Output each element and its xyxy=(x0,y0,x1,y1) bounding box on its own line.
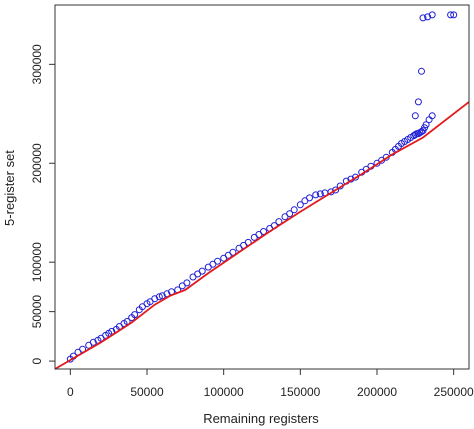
data-point xyxy=(414,98,422,106)
data-point xyxy=(296,201,304,209)
data-point xyxy=(332,186,340,194)
x-tick-label: 0 xyxy=(67,385,74,399)
x-tick-label: 100000 xyxy=(204,385,244,399)
y-tick-label: 100000 xyxy=(30,242,44,282)
data-point xyxy=(447,11,455,19)
data-point xyxy=(419,14,427,22)
fit-line xyxy=(54,101,470,370)
data-point xyxy=(425,116,433,124)
data-point xyxy=(418,67,425,75)
data-point xyxy=(229,248,237,256)
data-point xyxy=(131,311,139,319)
data-point xyxy=(155,293,163,301)
data-point xyxy=(312,191,320,199)
x-tick-label: 150000 xyxy=(280,385,320,399)
y-tick-label: 300000 xyxy=(30,44,44,84)
data-point xyxy=(428,11,436,19)
data-point xyxy=(183,279,191,287)
data-point xyxy=(198,267,206,275)
data-point xyxy=(422,121,430,129)
data-point xyxy=(411,112,419,120)
data-point xyxy=(260,228,267,235)
y-axis-title: 5-register set xyxy=(2,150,17,226)
data-point xyxy=(151,295,159,303)
data-point xyxy=(158,292,166,300)
y-tick-label: 0 xyxy=(30,357,44,364)
y-tick-label: 200000 xyxy=(30,143,44,183)
plot-frame xyxy=(54,4,470,370)
x-tick-label: 200000 xyxy=(357,385,397,399)
data-point xyxy=(286,210,294,218)
x-axis-title: Remaining registers xyxy=(203,411,319,426)
data-point xyxy=(411,131,419,139)
data-point xyxy=(424,13,432,21)
data-point xyxy=(290,206,298,214)
data-point xyxy=(214,257,221,265)
data-point xyxy=(428,112,436,120)
data-point xyxy=(450,11,458,19)
data-point xyxy=(89,338,97,346)
data-point xyxy=(316,190,324,198)
x-tick-label: 50000 xyxy=(130,385,164,399)
y-tick-label: 50000 xyxy=(30,295,44,329)
data-point xyxy=(306,194,313,202)
x-tick-label: 250000 xyxy=(434,385,474,399)
